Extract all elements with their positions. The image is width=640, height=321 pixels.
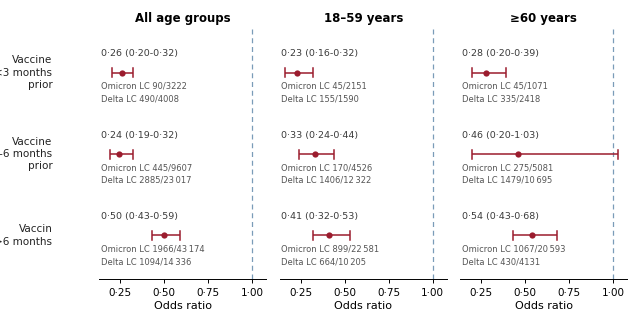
Text: Vaccine
<3 months
prior: Vaccine <3 months prior [0, 55, 52, 90]
Text: Omicron LC 1966/43 174: Omicron LC 1966/43 174 [101, 245, 205, 254]
Text: Vaccin
>6 months: Vaccin >6 months [0, 224, 52, 247]
Text: Delta LC 1406/12 322: Delta LC 1406/12 322 [282, 176, 372, 185]
Text: Delta LC 664/10 205: Delta LC 664/10 205 [282, 257, 367, 266]
Text: Delta LC 1479/10 695: Delta LC 1479/10 695 [462, 176, 552, 185]
Text: Omicron LC 170/4526: Omicron LC 170/4526 [282, 163, 372, 172]
Text: 0·50 (0·43-0·59): 0·50 (0·43-0·59) [101, 212, 178, 221]
Text: Omicron LC 1067/20 593: Omicron LC 1067/20 593 [462, 245, 565, 254]
Text: Delta LC 430/4131: Delta LC 430/4131 [462, 257, 540, 266]
Text: 0·24 (0·19-0·32): 0·24 (0·19-0·32) [101, 131, 178, 140]
X-axis label: Odds ratio: Odds ratio [154, 301, 212, 311]
Text: Delta LC 155/1590: Delta LC 155/1590 [282, 94, 359, 103]
Text: Omicron LC 275/5081: Omicron LC 275/5081 [462, 163, 553, 172]
Title: 18–59 years: 18–59 years [323, 12, 403, 25]
Text: Omicron LC 45/2151: Omicron LC 45/2151 [282, 82, 367, 91]
Text: 0·33 (0·24-0·44): 0·33 (0·24-0·44) [282, 131, 358, 140]
X-axis label: Odds ratio: Odds ratio [515, 301, 573, 311]
Text: 0·26 (0·20-0·32): 0·26 (0·20-0·32) [101, 49, 178, 58]
Text: 0·46 (0·20-1·03): 0·46 (0·20-1·03) [462, 131, 539, 140]
Title: All age groups: All age groups [135, 12, 230, 25]
Text: Delta LC 1094/14 336: Delta LC 1094/14 336 [101, 257, 191, 266]
Text: 0·41 (0·32-0·53): 0·41 (0·32-0·53) [282, 212, 358, 221]
Text: Omicron LC 899/22 581: Omicron LC 899/22 581 [282, 245, 380, 254]
Text: Vaccine
3–6 months
prior: Vaccine 3–6 months prior [0, 137, 52, 171]
Text: Delta LC 2885/23 017: Delta LC 2885/23 017 [101, 176, 191, 185]
Text: Omicron LC 45/1071: Omicron LC 45/1071 [462, 82, 548, 91]
Text: 0·23 (0·16-0·32): 0·23 (0·16-0·32) [282, 49, 358, 58]
Text: Omicron LC 445/9607: Omicron LC 445/9607 [101, 163, 192, 172]
Text: 0·28 (0·20-0·39): 0·28 (0·20-0·39) [462, 49, 539, 58]
Text: Delta LC 490/4008: Delta LC 490/4008 [101, 94, 179, 103]
Title: ≥60 years: ≥60 years [510, 12, 577, 25]
X-axis label: Odds ratio: Odds ratio [334, 301, 392, 311]
Text: Delta LC 335/2418: Delta LC 335/2418 [462, 94, 540, 103]
Text: Omicron LC 90/3222: Omicron LC 90/3222 [101, 82, 187, 91]
Text: 0·54 (0·43-0·68): 0·54 (0·43-0·68) [462, 212, 539, 221]
